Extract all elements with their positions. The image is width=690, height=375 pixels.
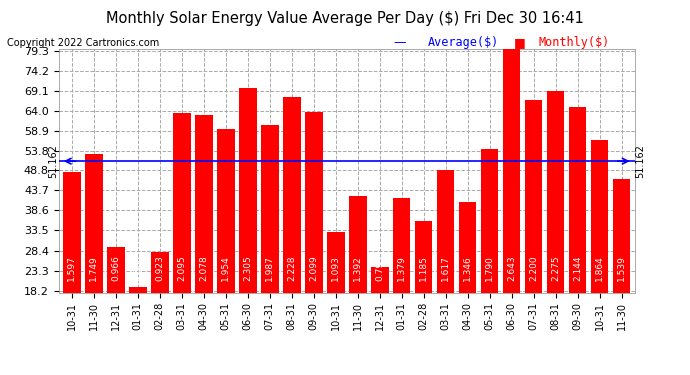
Text: 51.162: 51.162 — [635, 144, 645, 178]
Bar — [437, 170, 455, 362]
Text: ■: ■ — [514, 36, 526, 49]
Text: 2.228: 2.228 — [287, 255, 296, 281]
Bar — [239, 88, 257, 362]
Text: 1.379: 1.379 — [397, 255, 406, 281]
Bar — [327, 232, 344, 362]
Text: 2.305: 2.305 — [244, 255, 253, 281]
Text: 2.095: 2.095 — [177, 255, 186, 281]
Bar — [591, 140, 609, 362]
Text: Monthly Solar Energy Value Average Per Day ($) Fri Dec 30 16:41: Monthly Solar Energy Value Average Per D… — [106, 11, 584, 26]
Text: 2.200: 2.200 — [529, 255, 538, 281]
Text: 1.617: 1.617 — [441, 255, 450, 281]
Text: Copyright 2022 Cartronics.com: Copyright 2022 Cartronics.com — [7, 38, 159, 48]
Bar — [569, 107, 586, 362]
Bar — [283, 97, 301, 362]
Text: 1.539: 1.539 — [617, 255, 626, 281]
Text: —: — — [393, 36, 406, 49]
Text: Monthly($): Monthly($) — [538, 36, 609, 49]
Bar — [63, 172, 81, 362]
Bar — [107, 247, 125, 362]
Bar — [129, 288, 146, 362]
Bar — [195, 115, 213, 362]
Text: 1.954: 1.954 — [221, 255, 230, 281]
Text: 2.099: 2.099 — [309, 255, 318, 281]
Text: 2.078: 2.078 — [199, 255, 208, 281]
Text: 1.864: 1.864 — [595, 255, 604, 281]
Bar — [503, 47, 520, 362]
Text: 2.275: 2.275 — [551, 255, 560, 281]
Text: 1.790: 1.790 — [485, 255, 494, 281]
Text: 1.987: 1.987 — [265, 255, 274, 281]
Text: 0.966: 0.966 — [111, 255, 120, 281]
Text: Average($): Average($) — [428, 36, 499, 49]
Text: 0.795: 0.795 — [375, 255, 384, 281]
Bar — [85, 154, 103, 362]
Bar — [217, 129, 235, 362]
Text: 0.923: 0.923 — [155, 255, 164, 281]
Text: 2.144: 2.144 — [573, 255, 582, 281]
Text: 0.626: 0.626 — [133, 255, 142, 281]
Bar — [261, 126, 279, 362]
Bar — [371, 267, 388, 362]
Bar — [459, 202, 477, 362]
Bar — [415, 221, 433, 362]
Text: 2.643: 2.643 — [507, 255, 516, 281]
Bar — [173, 112, 190, 362]
Bar — [393, 198, 411, 362]
Bar — [525, 100, 542, 362]
Text: 1.392: 1.392 — [353, 255, 362, 281]
Text: 1.597: 1.597 — [68, 255, 77, 281]
Bar — [305, 112, 322, 362]
Text: 1.093: 1.093 — [331, 255, 340, 281]
Text: 1.185: 1.185 — [420, 255, 428, 281]
Bar — [349, 196, 366, 362]
Bar — [481, 149, 498, 362]
Text: 51.162: 51.162 — [48, 144, 58, 178]
Bar — [613, 179, 631, 362]
Text: 1.749: 1.749 — [89, 255, 99, 281]
Bar — [151, 252, 168, 362]
Text: 1.346: 1.346 — [463, 255, 472, 281]
Bar — [547, 91, 564, 362]
